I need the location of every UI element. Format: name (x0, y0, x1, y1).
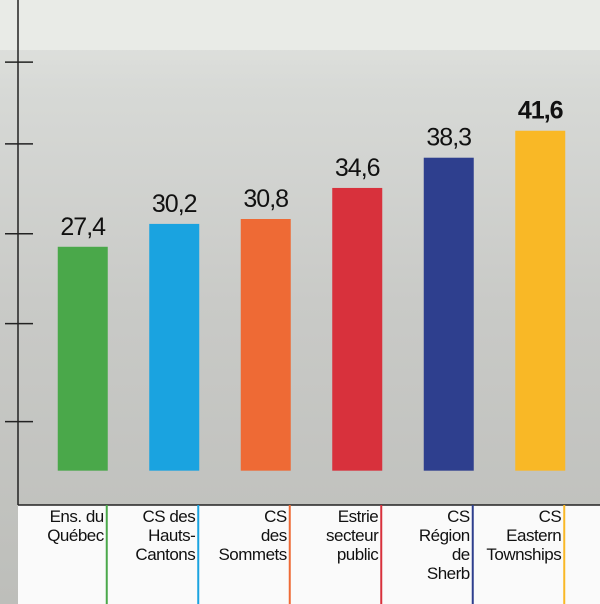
value-label: 30,2 (152, 190, 197, 218)
bar (424, 158, 474, 471)
bar (515, 131, 565, 471)
x-tick-label: Ens. du Québec (16, 507, 104, 545)
x-tick-label: CS des Hauts- Cantons (107, 507, 195, 564)
value-label: 41,6 (518, 97, 563, 125)
bar (149, 224, 199, 471)
x-tick-label: CS des Sommets (199, 507, 287, 564)
value-label: 38,3 (426, 124, 471, 152)
x-tick-label: Estrie secteur public (290, 507, 378, 564)
value-label: 34,6 (335, 154, 380, 182)
value-label: 30,8 (243, 185, 288, 213)
page: 27,430,230,834,638,341,6 (() => { const … (0, 0, 600, 604)
background-top (0, 0, 600, 50)
value-label: 27,4 (60, 213, 106, 241)
bar (241, 219, 291, 471)
x-tick-label: CS Région de Sherb (382, 507, 470, 583)
bar (58, 247, 108, 471)
x-tick-label: CS Eastern Townships (473, 507, 561, 564)
bar (332, 188, 382, 471)
